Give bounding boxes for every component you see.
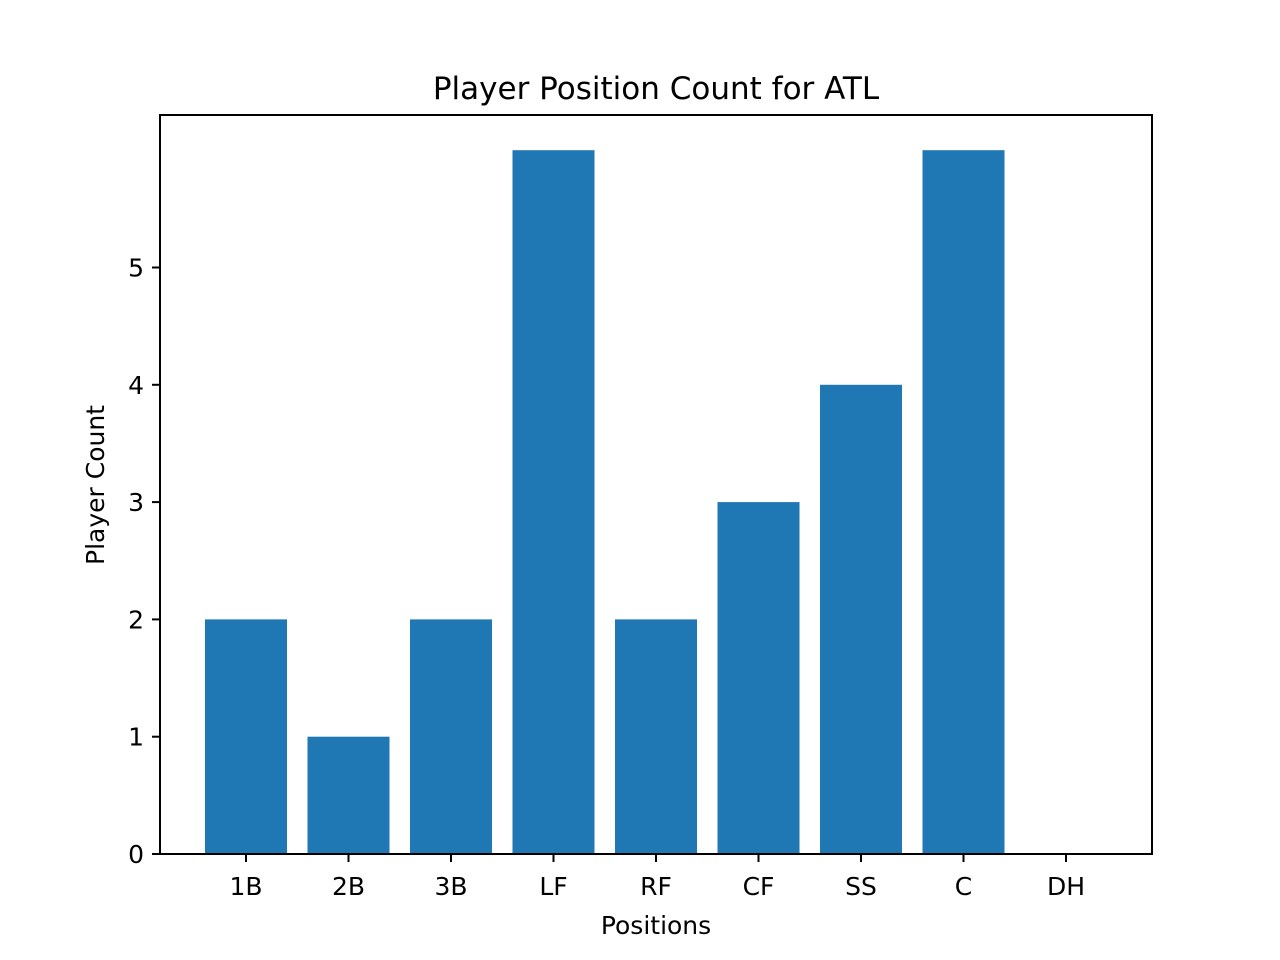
x-tick-label-ss: SS (845, 872, 877, 901)
bar-1b (205, 619, 287, 854)
y-tick-label: 2 (128, 605, 144, 634)
x-tick-label-3b: 3B (434, 872, 467, 901)
bar-c (922, 150, 1005, 854)
bar-cf (717, 502, 800, 854)
y-tick-label: 1 (128, 723, 144, 752)
x-tick-label-2b: 2B (332, 872, 365, 901)
y-tick-label: 0 (128, 840, 144, 869)
chart-title: Player Position Count for ATL (433, 71, 880, 107)
bar-rf (615, 619, 697, 854)
x-tick-label-1b: 1B (229, 872, 262, 901)
x-tick-label-dh: DH (1047, 872, 1085, 901)
y-tick-label: 5 (128, 253, 144, 282)
x-tick-label-rf: RF (640, 872, 672, 901)
bar-3b (410, 619, 492, 854)
y-tick-label: 3 (128, 488, 144, 517)
bar-lf (512, 150, 595, 854)
x-tick-label-lf: LF (539, 872, 567, 901)
x-axis-label: Positions (601, 911, 711, 940)
x-axis: 1B 2B 3B LF RF CF SS C DH (229, 854, 1085, 901)
y-axis: 0 1 2 3 4 5 (128, 253, 160, 869)
x-tick-label-c: C (955, 872, 972, 901)
bars-group (205, 150, 1005, 854)
bar-ss (820, 384, 902, 854)
bar-2b (307, 736, 390, 854)
x-tick-label-cf: CF (743, 872, 775, 901)
y-axis-label: Player Count (81, 405, 110, 565)
y-tick-label: 4 (128, 371, 144, 400)
